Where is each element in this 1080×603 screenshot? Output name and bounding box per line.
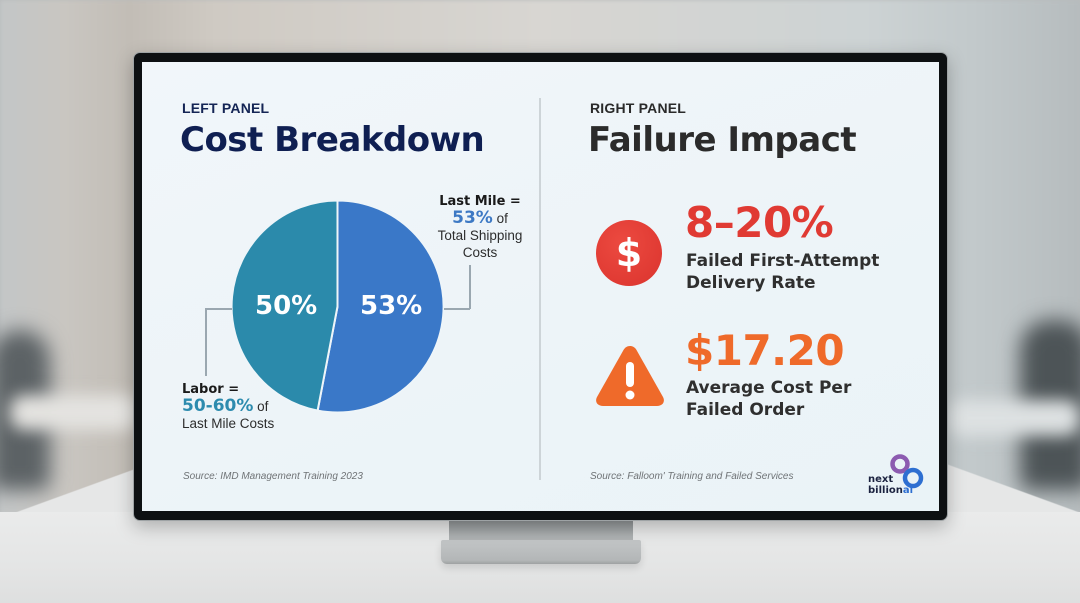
callout-labor: Labor = 50-60% of Last Mile Costs — [182, 380, 312, 432]
left-panel-label: LEFT PANEL — [182, 100, 270, 116]
cost-pie-chart — [230, 199, 445, 414]
stat-failed-cost-desc-line2: Failed Order — [686, 400, 805, 420]
panel-divider — [539, 98, 541, 480]
callout-last-mile: Last Mile = 53% of Total Shipping Costs — [430, 192, 530, 261]
callout-last-mile-heading: Last Mile = — [439, 194, 521, 209]
logo-wordmark: next billionai — [868, 474, 913, 496]
stat-failed-cost-desc-line1: Average Cost Per — [686, 378, 852, 398]
stat-failed-rate-desc-line2: Delivery Rate — [686, 273, 816, 293]
right-panel-title: Failure Impact — [588, 120, 857, 160]
callout-labor-value: 50-60% — [182, 396, 254, 416]
left-panel-source: Source: IMD Management Training 2023 — [183, 471, 363, 482]
left-panel-title: Cost Breakdown — [180, 120, 485, 160]
callout-labor-heading: Labor = — [182, 382, 240, 397]
connector-last-mile-vertical — [469, 265, 471, 309]
callout-labor-line1: Last Mile Costs — [182, 416, 275, 431]
stat-failed-cost-value: $17.20 — [685, 326, 845, 375]
pie-slice-labor — [230, 199, 339, 412]
warning-triangle-icon — [594, 342, 666, 408]
logo-line2-accent: ai — [902, 485, 914, 496]
dollar-glyph: $ — [615, 231, 643, 275]
nextbillion-logo: next billionai — [864, 454, 934, 504]
background-desk-left — [10, 395, 140, 430]
callout-last-mile-value: 53% — [452, 208, 493, 228]
callout-labor-suffix: of — [253, 399, 269, 414]
callout-last-mile-line1: Total Shipping — [437, 228, 523, 243]
monitor-stand-neck — [449, 518, 633, 544]
stat-failed-rate-desc: Failed First-Attempt Delivery Rate — [686, 250, 879, 294]
callout-last-mile-suffix: of — [492, 211, 508, 226]
connector-labor-vertical — [205, 308, 207, 376]
table-edge-left — [0, 445, 140, 515]
monitor-stand-base — [441, 540, 641, 564]
pie-svg — [230, 199, 445, 414]
dollar-circle-icon: $ — [596, 220, 662, 286]
connector-last-mile-horizontal — [444, 308, 470, 310]
stat-failed-rate-desc-line1: Failed First-Attempt — [686, 251, 880, 271]
pie-slice-last-mile — [316, 199, 445, 414]
pie-label-labor: 50% — [255, 291, 318, 321]
right-panel-label: RIGHT PANEL — [590, 100, 687, 116]
stat-failed-cost-desc: Average Cost Per Failed Order — [686, 377, 851, 421]
pie-label-last-mile: 53% — [360, 291, 423, 321]
right-panel-source: Source: Falloom' Training and Failed Ser… — [590, 471, 794, 482]
table-edge-right — [940, 440, 1080, 520]
logo-line1: next — [868, 474, 894, 485]
monitor-screen: LEFT PANEL Cost Breakdown 50% 53% Last M… — [142, 62, 939, 511]
callout-last-mile-line2: Costs — [462, 245, 498, 260]
background-desk-right — [945, 400, 1080, 436]
warning-triangle-svg — [596, 346, 664, 406]
logo-line2: billion — [868, 485, 903, 496]
stat-failed-rate-value: 8–20% — [685, 198, 834, 247]
logo-mark-icon — [890, 454, 924, 489]
connector-labor-horizontal — [205, 308, 232, 310]
